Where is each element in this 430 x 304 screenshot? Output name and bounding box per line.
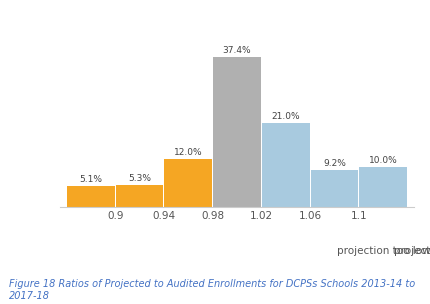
Bar	[213, 57, 260, 207]
Text: 5.1%: 5.1%	[79, 175, 102, 184]
Text: 5.3%: 5.3%	[128, 174, 150, 184]
Bar	[359, 167, 406, 207]
Bar	[310, 170, 358, 207]
Text: 9.2%: 9.2%	[322, 159, 345, 168]
Bar	[261, 123, 309, 207]
Text: 10.0%: 10.0%	[368, 156, 397, 165]
Bar	[164, 159, 212, 207]
Text: projection too low: projection too low	[336, 246, 430, 255]
Text: 12.0%: 12.0%	[174, 148, 202, 157]
Text: projection too high: projection too high	[393, 246, 430, 255]
Text: Figure 18 Ratios of Projected to Audited Enrollments for DCPSs Schools 2013-14 t: Figure 18 Ratios of Projected to Audited…	[9, 279, 414, 301]
Bar	[67, 186, 114, 207]
Text: 37.4%: 37.4%	[222, 46, 251, 55]
Bar	[115, 185, 163, 207]
Text: 21.0%: 21.0%	[271, 112, 299, 121]
